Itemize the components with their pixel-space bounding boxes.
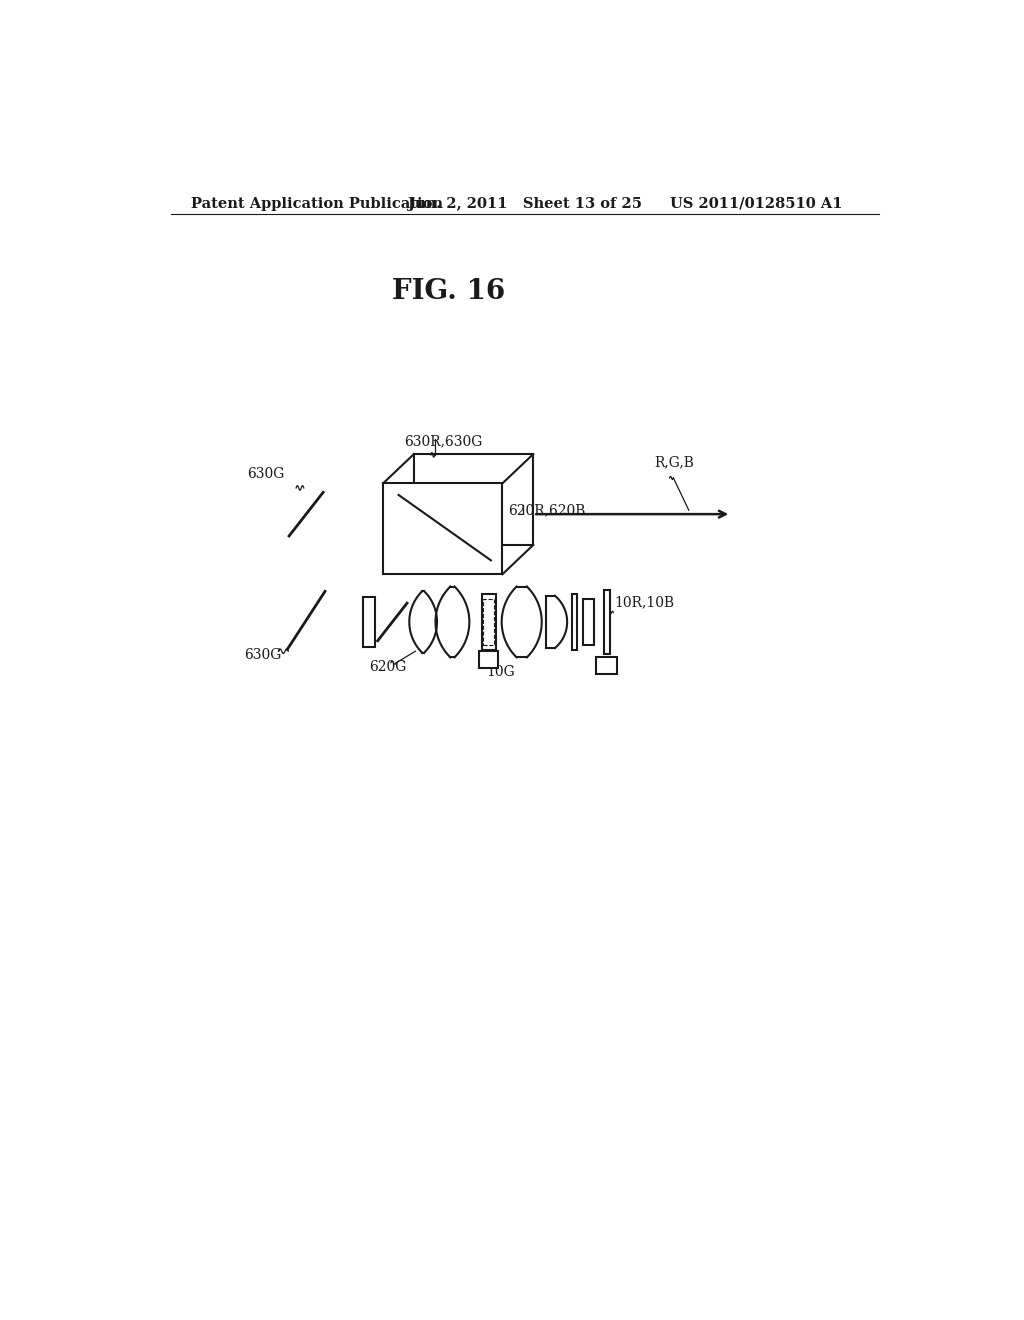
Text: 10R,10B: 10R,10B (614, 595, 674, 610)
Text: 630R,630G: 630R,630G (403, 434, 482, 447)
Bar (481, 594, 496, 649)
Bar (596, 657, 617, 675)
Bar (364, 598, 376, 647)
Text: 620R,620B: 620R,620B (508, 503, 586, 517)
Text: Patent Application Publication: Patent Application Publication (190, 197, 442, 211)
Bar (604, 590, 609, 655)
Text: 10G: 10G (486, 665, 515, 678)
Bar (571, 594, 578, 649)
Text: Jun. 2, 2011   Sheet 13 of 25: Jun. 2, 2011 Sheet 13 of 25 (408, 197, 642, 211)
Text: 630G: 630G (248, 467, 285, 480)
Text: R,G,B: R,G,B (654, 455, 694, 470)
Text: FIG. 16: FIG. 16 (392, 277, 506, 305)
Bar (584, 599, 594, 645)
Bar (383, 483, 503, 574)
Text: 620G: 620G (370, 660, 407, 675)
Bar (483, 599, 494, 645)
Bar (479, 651, 498, 668)
Text: 630G: 630G (245, 648, 282, 661)
Text: US 2011/0128510 A1: US 2011/0128510 A1 (670, 197, 842, 211)
Bar (414, 454, 534, 545)
